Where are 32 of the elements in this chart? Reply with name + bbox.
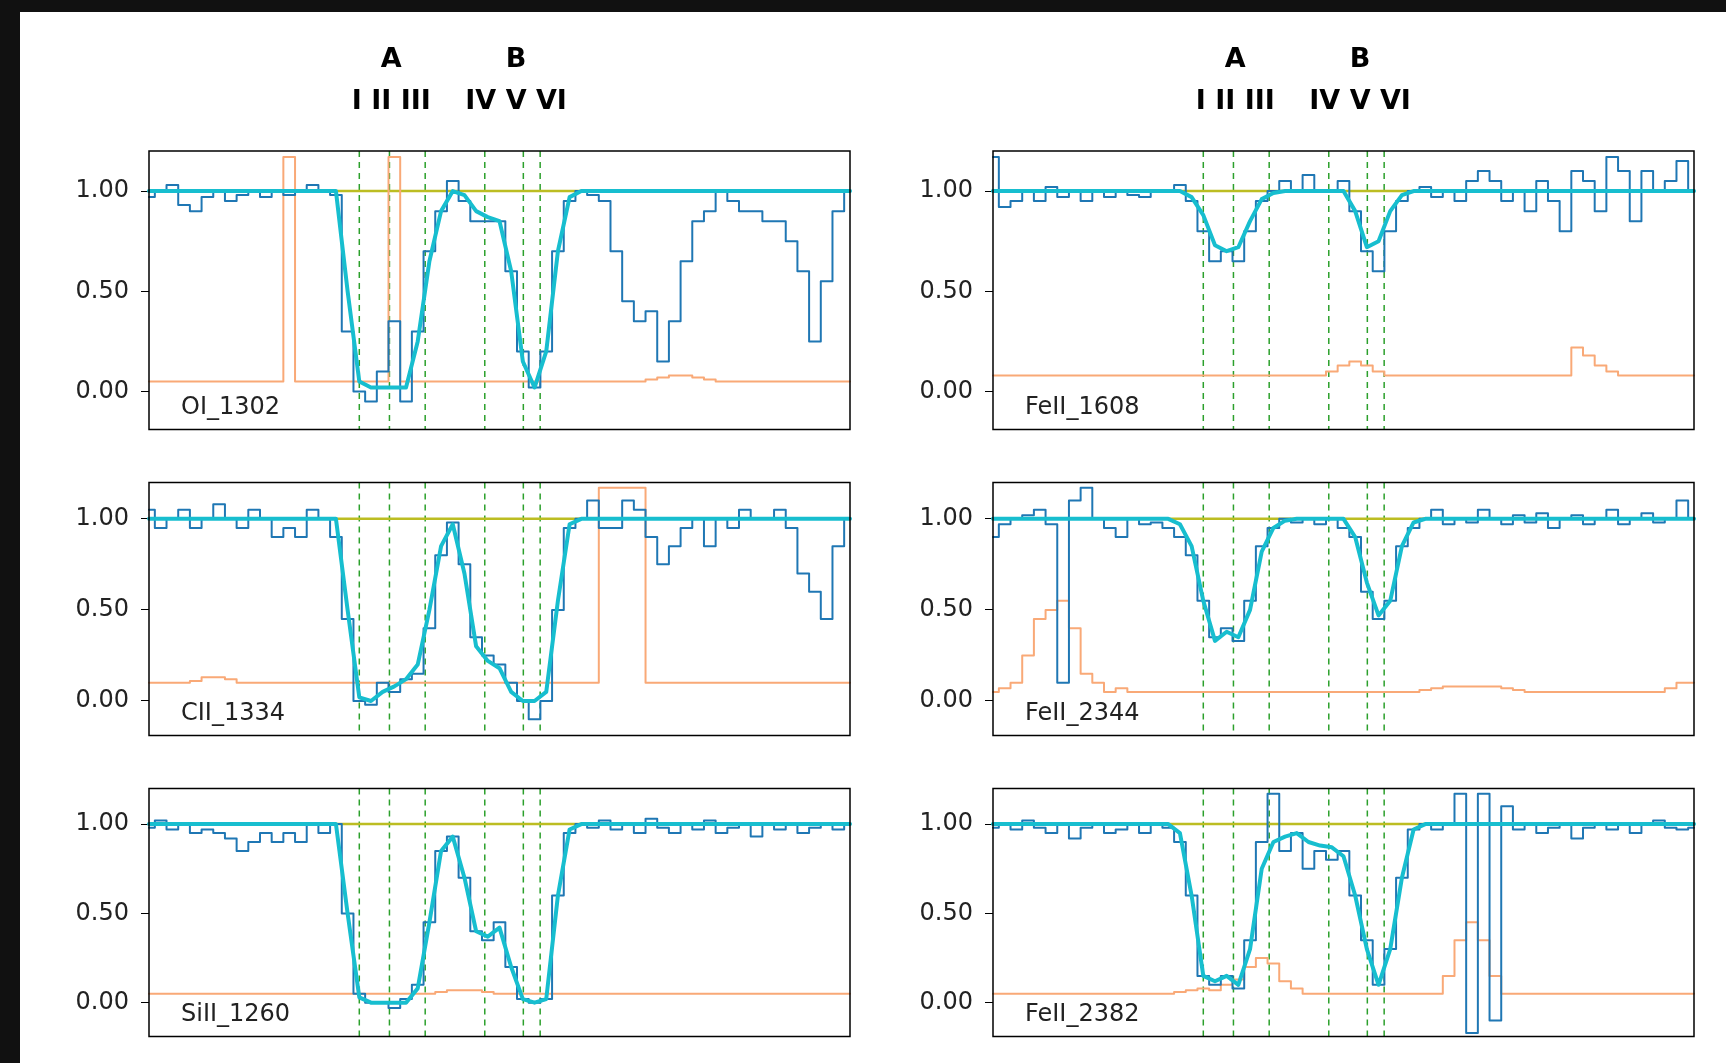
text: OI_1302 bbox=[181, 391, 281, 420]
text: I II III bbox=[1195, 84, 1275, 115]
y-tick-label: 1.00 bbox=[75, 175, 129, 204]
text: B bbox=[1349, 42, 1371, 73]
text: I II III bbox=[351, 84, 431, 115]
y-tick-label: 0.50 bbox=[75, 897, 129, 926]
y-tick-label: 0.50 bbox=[919, 897, 973, 926]
y-tick-label: 0.00 bbox=[75, 375, 129, 404]
y-tick-label: 0.00 bbox=[919, 685, 973, 714]
y-tick-label: 1.00 bbox=[919, 503, 973, 532]
y-tick-label: 1.00 bbox=[75, 503, 129, 532]
y-tick-label: 0.00 bbox=[919, 986, 973, 1015]
y-tick-label: 0.00 bbox=[919, 375, 973, 404]
y-tick-label: 1.00 bbox=[919, 808, 973, 837]
text: FeII_2382 bbox=[1025, 998, 1140, 1027]
text: SiII_1260 bbox=[181, 998, 291, 1027]
text: IV V VI bbox=[465, 84, 567, 115]
text: A bbox=[1224, 42, 1246, 73]
y-tick-label: 0.50 bbox=[919, 275, 973, 304]
y-tick-label: 0.50 bbox=[75, 275, 129, 304]
y-tick-label: 0.50 bbox=[75, 594, 129, 623]
y-tick-label: 0.00 bbox=[75, 986, 129, 1015]
text: FeII_2344 bbox=[1025, 697, 1140, 726]
y-tick-label: 0.50 bbox=[919, 594, 973, 623]
text: B bbox=[505, 42, 527, 73]
y-tick-label: 0.00 bbox=[75, 685, 129, 714]
text: CII_1334 bbox=[181, 697, 285, 726]
y-tick-label: 1.00 bbox=[75, 808, 129, 837]
y-tick-label: 1.00 bbox=[919, 175, 973, 204]
text: IV V VI bbox=[1309, 84, 1411, 115]
text: FeII_1608 bbox=[1025, 391, 1140, 420]
text: A bbox=[380, 42, 402, 73]
